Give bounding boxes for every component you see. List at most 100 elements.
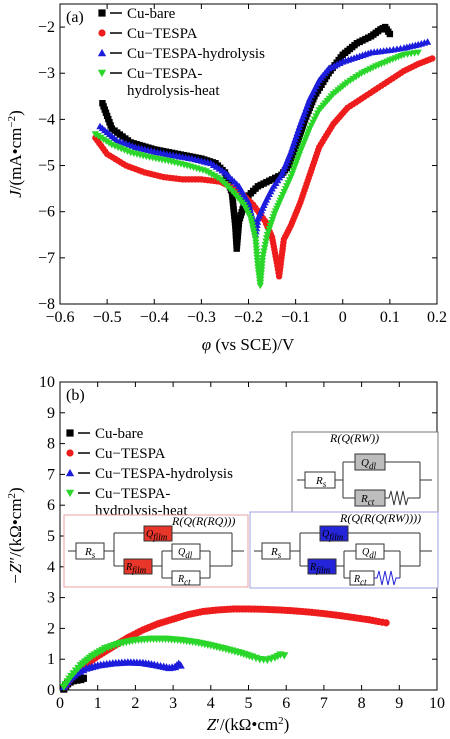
- rfilm-label-3: Rfilm: [309, 562, 331, 575]
- legend-label: Cu−TESPA: [127, 26, 198, 42]
- data-point: [280, 652, 289, 660]
- x-tick-label: 5: [245, 695, 253, 712]
- data-point: [258, 264, 266, 271]
- x-tick-label: −0.2: [234, 309, 263, 326]
- y-tick-label: 7: [47, 466, 55, 483]
- data-point: [257, 273, 265, 280]
- data-point: [176, 661, 185, 669]
- data-point: [257, 267, 266, 274]
- qdl-label-2: Qdl: [178, 547, 193, 560]
- legend-marker: [97, 69, 107, 78]
- x-tick-label: −0.3: [187, 309, 216, 326]
- y-tick-label: 10: [39, 374, 55, 391]
- x-tick-label: 0.2: [427, 309, 447, 326]
- legend-label: Cu−TESPA-hydrolysis-heat: [127, 66, 220, 99]
- series-b-3: [59, 635, 289, 692]
- data-point: [232, 222, 239, 229]
- data-point: [208, 171, 216, 179]
- data-point: [386, 30, 394, 38]
- x-tick-label: 6: [282, 695, 290, 712]
- y-tick-label: 1: [47, 651, 55, 668]
- data-point: [261, 241, 270, 249]
- data-point: [423, 38, 432, 45]
- x-tick-label: 0: [339, 309, 347, 326]
- x-tick-label: 1: [94, 695, 102, 712]
- y-tick-label: −3: [38, 65, 55, 82]
- legend-b: Cu-bareCu−TESPACu−TESPA-hydrolysisCu−TES…: [65, 426, 233, 519]
- data-point: [429, 55, 436, 62]
- data-point: [414, 49, 422, 57]
- data-point: [258, 261, 266, 268]
- rs-label-1: Rs: [315, 475, 327, 489]
- rs-label-3: Rs: [270, 546, 282, 560]
- x-tick-label: 8: [358, 695, 366, 712]
- y-tick-label: −7: [38, 250, 55, 267]
- y-tick-label: 8: [47, 436, 55, 453]
- rs-label-2: Rs: [84, 546, 96, 560]
- rct-label-2: Rct: [177, 574, 191, 587]
- x-tick-label: 9: [395, 695, 403, 712]
- series-a-3: [91, 49, 422, 290]
- x-tick-label: 2: [131, 695, 139, 712]
- data-point: [231, 215, 238, 223]
- data-point: [262, 238, 270, 246]
- rct-label-1: Rct: [360, 493, 375, 507]
- series-group-b: [59, 605, 390, 693]
- data-point: [231, 212, 238, 220]
- x-tick-label: 10: [429, 695, 445, 712]
- x-tick-label: −0.6: [45, 309, 74, 326]
- y-tick-label: −8: [38, 296, 55, 313]
- data-point: [205, 169, 213, 177]
- panel-a: (a) −0.6 −0.5 −0.4 −0.3 −0.2 −0.1 0 0.1 0.2 −8 −7…: [6, 3, 447, 354]
- legend-a: Cu-bare Cu−TESPA Cu−TESPA-hydrolysis Cu−TES…: [97, 6, 265, 99]
- x-ticks-b: 0 1 2 3 4 5 6 7 8 9 10: [56, 382, 445, 712]
- data-point: [230, 209, 238, 216]
- data-point: [73, 676, 81, 684]
- series-a-2: [96, 38, 432, 238]
- data-point: [210, 173, 219, 180]
- y-ticks-a: −8 −7 −6 −5 −4 −3 −2: [38, 19, 437, 313]
- data-point: [262, 235, 271, 242]
- circuit-diagram-rqrqrw: R(Q(R(Q(RW)))) Rs Qfilm Rfilm Qdl Rct: [249, 511, 439, 589]
- panel-label-a: (a): [66, 9, 84, 26]
- y-axis-label-a: J/(mA•cm−2): [6, 110, 25, 198]
- panel-label-b: (b): [66, 387, 85, 404]
- circuit-diagram-rqrw: R(Q(RW)) Rs Qdl Rct: [291, 431, 439, 513]
- legend-marker: [98, 9, 106, 17]
- legend-label: Cu−TESPA-hydrolysis: [95, 466, 233, 482]
- legend-marker: [65, 468, 75, 477]
- x-axis-label-a: φ (vs SCE)/V: [202, 335, 295, 354]
- data-point: [229, 199, 237, 207]
- data-point: [202, 168, 210, 175]
- y-tick-label: 4: [47, 559, 55, 576]
- data-point: [230, 202, 237, 210]
- rct-label-3: Rct: [353, 574, 367, 587]
- panel-b: (b) 0 1 2 3 4 5 6 7 8 9 10 0 1 2 3 4 5 6 7 8 9 10 Cu-bare Cu−…: [6, 374, 445, 734]
- data-point: [256, 279, 265, 287]
- x-tick-label: −0.1: [281, 309, 310, 326]
- series-group-a: [91, 23, 436, 290]
- y-tick-label: 0: [47, 682, 55, 699]
- x-axis-label-b: Z′/(kΩ•cm2): [207, 715, 290, 734]
- x-ticks-a: −0.6 −0.5 −0.4 −0.3 −0.2 −0.1 0 0.1 0.2: [45, 4, 447, 326]
- legend-marker: [66, 449, 74, 457]
- circuit-title-rqrqrw: R(Q(R(Q(RW)))): [339, 511, 421, 525]
- x-tick-label: 3: [169, 695, 177, 712]
- data-point: [79, 674, 87, 682]
- y-tick-label: −4: [38, 111, 55, 128]
- x-tick-label: 0.1: [380, 309, 400, 326]
- y-tick-label: −2: [38, 19, 55, 36]
- data-point: [229, 193, 236, 200]
- y-ticks-b: 0 1 2 3 4 5 6 7 8 9 10: [39, 374, 437, 699]
- legend-marker: [66, 429, 74, 437]
- qdl-label-3: Qdl: [362, 547, 377, 560]
- circuit-title-rqrw: R(Q(RW)): [329, 431, 379, 445]
- legend-label: Cu-bare: [127, 6, 176, 22]
- data-point: [244, 198, 253, 206]
- y-tick-label: 5: [47, 528, 55, 545]
- circuit-title-rqrrq: R(Q(R(RQ))): [171, 514, 235, 528]
- data-point: [258, 258, 267, 265]
- x-tick-label: 4: [207, 695, 215, 712]
- legend-marker: [97, 48, 107, 57]
